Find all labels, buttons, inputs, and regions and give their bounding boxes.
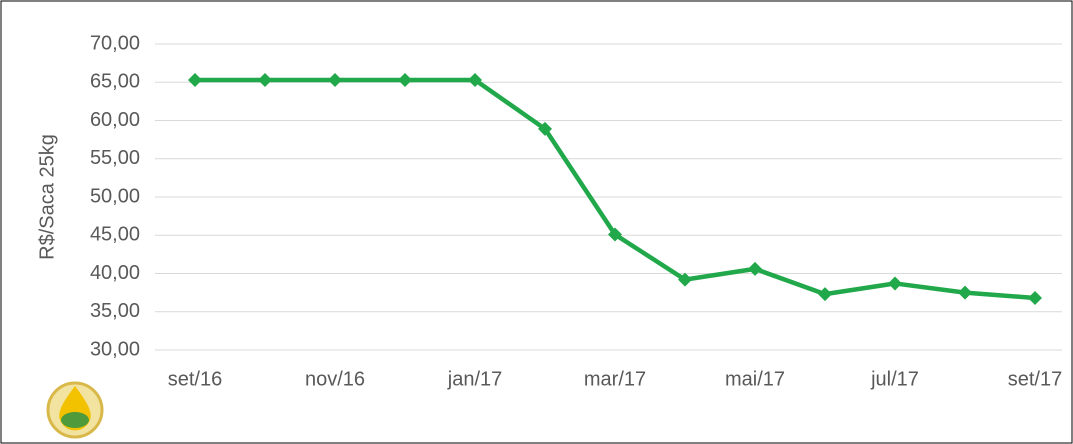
marker <box>1028 290 1042 305</box>
marker <box>468 72 482 87</box>
marker <box>608 227 622 242</box>
x-tick-label: mai/17 <box>725 368 785 390</box>
x-tick-label: set/17 <box>1008 368 1062 390</box>
y-tick-label: 50,00 <box>90 185 140 207</box>
logo <box>46 381 104 439</box>
marker <box>678 272 692 287</box>
x-tick-label: set/16 <box>168 368 222 390</box>
y-tick-label: 55,00 <box>90 147 140 169</box>
marker <box>958 285 972 300</box>
marker <box>398 72 412 87</box>
y-tick-label: 70,00 <box>90 32 140 54</box>
marker <box>538 121 552 136</box>
y-tick-label: 40,00 <box>90 262 140 284</box>
y-axis-label: R$/Saca 25kg <box>36 134 58 260</box>
x-tick-label: nov/16 <box>305 368 365 390</box>
marker <box>258 72 272 87</box>
x-tick-label: jan/17 <box>447 368 503 390</box>
y-tick-label: 30,00 <box>90 338 140 360</box>
line <box>195 77 1036 301</box>
x-tick-label: mar/17 <box>584 368 646 390</box>
y-tick-label: 60,00 <box>90 109 140 131</box>
marker <box>188 72 202 87</box>
marker <box>818 287 832 302</box>
marker <box>888 276 902 291</box>
marker <box>328 72 342 87</box>
y-tick-label: 45,00 <box>90 224 140 246</box>
y-tick-label: 35,00 <box>90 300 140 322</box>
marker <box>748 261 762 276</box>
y-tick-label: 65,00 <box>90 71 140 93</box>
x-tick-label: jul/17 <box>870 368 919 390</box>
